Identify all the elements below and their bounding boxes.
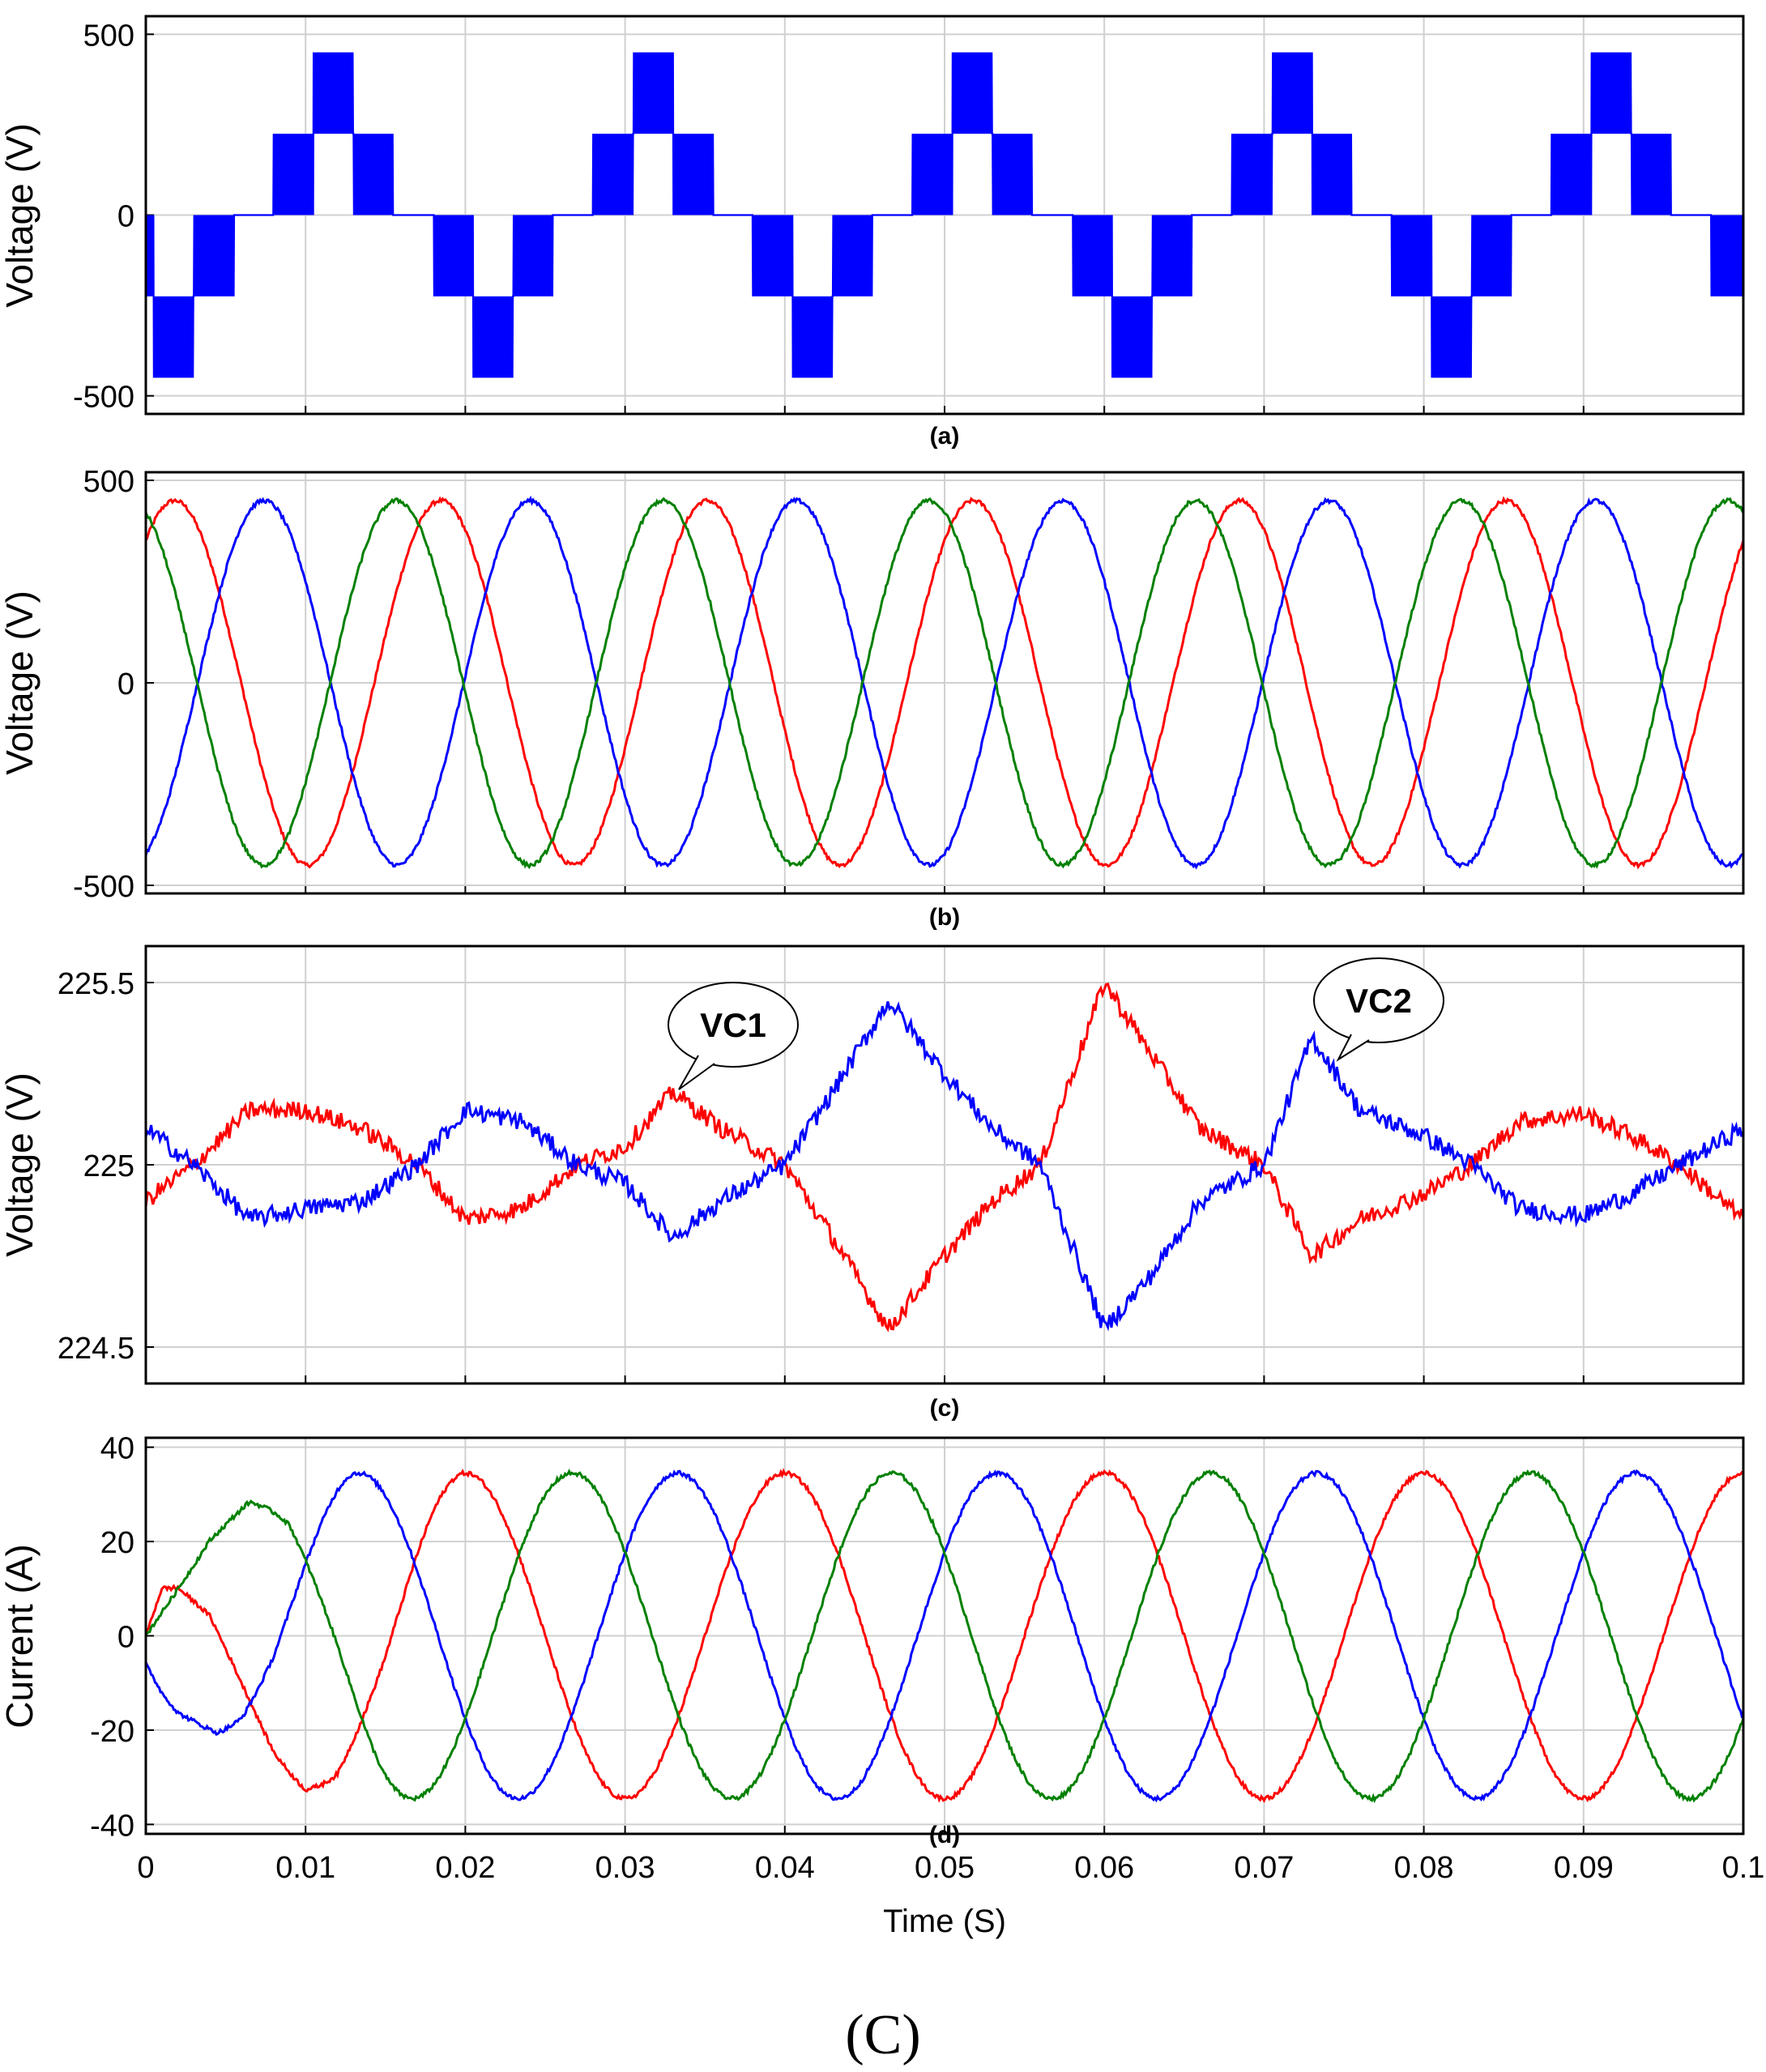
- yticks-b: 500 0 -500: [73, 465, 134, 904]
- phase-voltage-red: [146, 496, 1743, 870]
- yticks-a: 500 0 -500: [73, 19, 134, 414]
- ylabel-b: Voltage (V): [0, 590, 41, 775]
- panel-label-d: (d): [929, 1822, 960, 1848]
- y-tick-label: -500: [73, 870, 134, 904]
- plot-frame-top: [144, 944, 1745, 1385]
- y-tick-label: 500: [83, 465, 134, 499]
- x-tick-label: 0.02: [435, 1851, 495, 1885]
- panel-d: 40 20 0 -20 -40 0 0.01 0.02 0.03 0.04 0.05 0.06 0.0…: [0, 1432, 1764, 1885]
- y-tick-label: 225: [83, 1149, 134, 1183]
- callout-vc2: VC2: [1313, 957, 1444, 1062]
- y-tick-label: -500: [73, 381, 134, 415]
- x-tick-label: 0.01: [275, 1851, 335, 1885]
- plot-frame-top: [144, 15, 1745, 416]
- x-axis-title: Time (S): [883, 1904, 1006, 1939]
- x-tick-label: 0.08: [1394, 1851, 1454, 1885]
- y-tick-label: 0: [117, 200, 134, 234]
- traces-b: [144, 471, 1745, 895]
- trace-group: [146, 1468, 1743, 1804]
- trace-group: [146, 495, 1743, 870]
- traces-c: [144, 944, 1745, 1385]
- x-tick-label: 0.07: [1234, 1851, 1294, 1885]
- capacitor-voltage-VC2: [146, 1001, 1743, 1332]
- grid-b: [146, 472, 1743, 893]
- phase-current-red: [146, 1468, 1743, 1804]
- x-tick-label: 0.09: [1554, 1851, 1614, 1885]
- traces-a: [144, 15, 1745, 416]
- ylabel-c: Voltage (V): [0, 1072, 41, 1257]
- y-tick-label: 40: [100, 1432, 134, 1466]
- callout-vc1: VC1: [668, 982, 799, 1090]
- panel-label-c: (c): [930, 1395, 960, 1422]
- x-tick-label: 0.03: [595, 1851, 655, 1885]
- ylabel-d: Current (A): [0, 1544, 41, 1728]
- panel-c: 225.5 225 224.5 Voltage (V) (c) VC1 VC2: [0, 944, 1745, 1422]
- y-tick-label: 225.5: [58, 967, 134, 1001]
- pwm-trace: [146, 52, 1743, 378]
- y-tick-label: 0: [117, 1621, 134, 1655]
- x-tick-label: 0: [137, 1851, 154, 1885]
- x-tick-label: 0.06: [1074, 1851, 1134, 1885]
- x-tick-label: 0.1: [1722, 1851, 1765, 1885]
- panel-b: 500 0 -500 Voltage (V) (b): [0, 465, 1745, 931]
- grid-d: [146, 1438, 1743, 1834]
- y-tick-label: -40: [90, 1809, 134, 1843]
- x-tick-label: 0.04: [755, 1851, 815, 1885]
- ylabel-a: Voltage (V): [0, 123, 41, 308]
- phase-voltage-blue: [146, 495, 1743, 870]
- phase-current-green: [146, 1469, 1743, 1804]
- plot-frame-top: [144, 1436, 1745, 1835]
- y-tick-label: 224.5: [58, 1332, 134, 1366]
- vc2-label: VC2: [1346, 982, 1412, 1020]
- panel-a: 500 0 -500 Voltage (V) (a): [0, 15, 1745, 450]
- y-tick-label: 20: [100, 1526, 134, 1560]
- traces-d: [144, 1436, 1745, 1835]
- yticks-c: 225.5 225 224.5: [58, 967, 134, 1366]
- x-tick-label: 0.05: [915, 1851, 975, 1885]
- vc1-label: VC1: [700, 1006, 766, 1044]
- panel-label-b: (b): [929, 904, 960, 931]
- y-tick-label: 500: [83, 19, 134, 53]
- figure-caption: (C): [845, 2004, 920, 2066]
- plot-frame-top: [144, 471, 1745, 895]
- trace-group: [146, 52, 1743, 378]
- trace-group: [146, 983, 1743, 1332]
- y-tick-label: -20: [90, 1715, 134, 1749]
- y-tick-label: 0: [117, 667, 134, 701]
- panel-label-a: (a): [930, 423, 960, 450]
- yticks-d: 40 20 0 -20 -40: [90, 1432, 134, 1844]
- phase-voltage-green: [146, 497, 1743, 869]
- xticks-d: 0 0.01 0.02 0.03 0.04 0.05 0.06 0.07 0.08 0.09 0.1: [137, 1851, 1764, 1885]
